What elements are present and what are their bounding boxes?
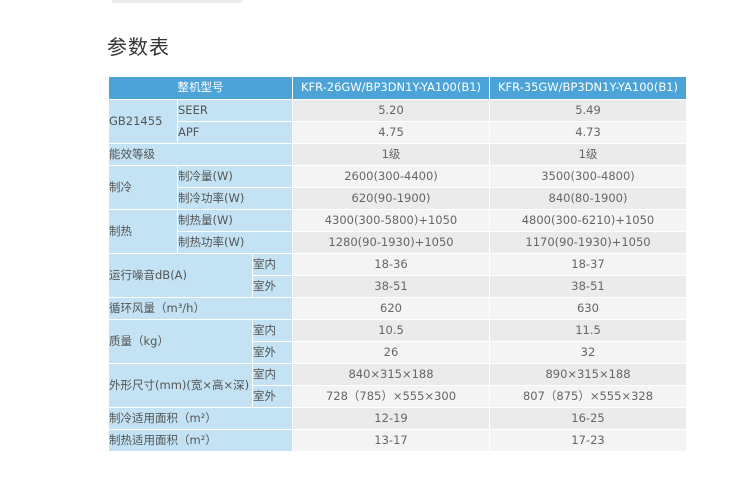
sub-label-cooling-power: 制冷功率(W) xyxy=(177,187,293,210)
table-row: 室外 26 32 xyxy=(109,341,687,364)
table-row: 外形尺寸(mm)(宽×高×深) 室内 840×315×188 890×315×1… xyxy=(108,363,687,408)
value-heating-capacity-1: 4300(300-5800)+1050 xyxy=(292,209,490,232)
table-row: 制热适用面积（m²） 13-17 17-23 xyxy=(108,429,687,452)
section-title: 参数表 xyxy=(107,35,170,59)
value-dimensions-outdoor-2: 807（875）×555×328 xyxy=(489,385,687,408)
table-row: 循环风量（m³/h） 620 630 xyxy=(108,297,687,320)
value-dimensions-indoor-2: 890×315×188 xyxy=(489,363,687,386)
value-energy-2: 1级 xyxy=(489,143,687,166)
cropped-heading-fragment xyxy=(112,0,242,3)
value-mass-outdoor-1: 26 xyxy=(292,341,490,364)
header-model-label: 整机型号 xyxy=(108,76,293,100)
value-noise-indoor-1: 18-36 xyxy=(292,253,490,276)
value-cooling-capacity-1: 2600(300-4400) xyxy=(292,165,490,188)
value-heating-capacity-2: 4800(300-6210)+1050 xyxy=(489,209,687,232)
row-label-mass: 质量（kg） xyxy=(108,319,253,364)
value-noise-indoor-2: 18-37 xyxy=(489,253,687,276)
sub-label-seer: SEER xyxy=(177,99,293,122)
header-model-1: KFR-26GW/BP3DN1Y-YA100(B1) xyxy=(292,76,490,100)
table-row: 质量（kg） 室内 10.5 11.5 xyxy=(108,319,687,364)
value-cooling-area-2: 16-25 xyxy=(489,407,687,430)
value-noise-outdoor-1: 38-51 xyxy=(292,275,490,298)
value-energy-1: 1级 xyxy=(292,143,490,166)
table-row: 制冷适用面积（m²） 12-19 16-25 xyxy=(108,407,687,430)
sub-label-heating-power: 制热功率(W) xyxy=(177,231,293,254)
table-row: 室外 728（785）×555×300 807（875）×555×328 xyxy=(109,385,687,408)
value-airflow-2: 630 xyxy=(489,297,687,320)
value-dimensions-outdoor-1: 728（785）×555×300 xyxy=(292,385,490,408)
value-mass-outdoor-2: 32 xyxy=(489,341,687,364)
value-airflow-1: 620 xyxy=(292,297,490,320)
sub-label-cooling-capacity: 制冷量(W) xyxy=(177,165,293,188)
row-label-heating-area: 制热适用面积（m²） xyxy=(108,429,293,452)
header-model-2: KFR-35GW/BP3DN1Y-YA100(B1) xyxy=(489,76,687,100)
value-apf-2: 4.73 xyxy=(489,121,687,144)
row-label-noise: 运行噪音dB(A) xyxy=(108,253,253,298)
table-row: 制热功率(W) 1280(90-1930)+1050 1170(90-1930)… xyxy=(109,231,687,254)
row-label-energy-grade: 能效等级 xyxy=(108,143,293,166)
value-apf-1: 4.75 xyxy=(292,121,490,144)
table-row: APF 4.75 4.73 xyxy=(109,121,687,144)
table-row: 制热 制热量(W) 4300(300-5800)+1050 4800(300-6… xyxy=(108,209,687,254)
sub-label-dimensions-indoor: 室内 xyxy=(252,363,293,386)
table-row: 制冷功率(W) 620(90-1900) 840(80-1900) xyxy=(109,187,687,210)
sub-label-mass-outdoor: 室外 xyxy=(252,341,293,364)
value-seer-2: 5.49 xyxy=(489,99,687,122)
value-mass-indoor-2: 11.5 xyxy=(489,319,687,342)
table-row: 制冷 制冷量(W) 2600(300-4400) 3500(300-4800) xyxy=(108,165,687,210)
sub-label-heating-capacity: 制热量(W) xyxy=(177,209,293,232)
spec-table: 整机型号 KFR-26GW/BP3DN1Y-YA100(B1) KFR-35GW… xyxy=(108,76,687,452)
value-heating-power-1: 1280(90-1930)+1050 xyxy=(292,231,490,254)
table-row: 运行噪音dB(A) 室内 18-36 18-37 xyxy=(108,253,687,298)
table-header-row: 整机型号 KFR-26GW/BP3DN1Y-YA100(B1) KFR-35GW… xyxy=(108,76,687,100)
value-cooling-area-1: 12-19 xyxy=(292,407,490,430)
value-heating-area-1: 13-17 xyxy=(292,429,490,452)
sub-label-apf: APF xyxy=(177,121,293,144)
value-heating-area-2: 17-23 xyxy=(489,429,687,452)
value-cooling-capacity-2: 3500(300-4800) xyxy=(489,165,687,188)
row-label-airflow: 循环风量（m³/h） xyxy=(108,297,293,320)
table-row: 能效等级 1级 1级 xyxy=(108,143,687,166)
value-noise-outdoor-2: 38-51 xyxy=(489,275,687,298)
row-label-cooling: 制冷 xyxy=(108,165,178,210)
row-label-gb21455: GB21455 xyxy=(108,99,178,144)
table-row: GB21455 SEER 5.20 5.49 xyxy=(108,99,687,144)
sub-label-dimensions-outdoor: 室外 xyxy=(252,385,293,408)
sub-label-noise-indoor: 室内 xyxy=(252,253,293,276)
value-dimensions-indoor-1: 840×315×188 xyxy=(292,363,490,386)
value-seer-1: 5.20 xyxy=(292,99,490,122)
sub-label-mass-indoor: 室内 xyxy=(252,319,293,342)
sub-label-noise-outdoor: 室外 xyxy=(252,275,293,298)
row-label-cooling-area: 制冷适用面积（m²） xyxy=(108,407,293,430)
row-label-dimensions: 外形尺寸(mm)(宽×高×深) xyxy=(108,363,253,408)
value-cooling-power-1: 620(90-1900) xyxy=(292,187,490,210)
value-heating-power-2: 1170(90-1930)+1050 xyxy=(489,231,687,254)
value-cooling-power-2: 840(80-1900) xyxy=(489,187,687,210)
row-label-heating: 制热 xyxy=(108,209,178,254)
value-mass-indoor-1: 10.5 xyxy=(292,319,490,342)
